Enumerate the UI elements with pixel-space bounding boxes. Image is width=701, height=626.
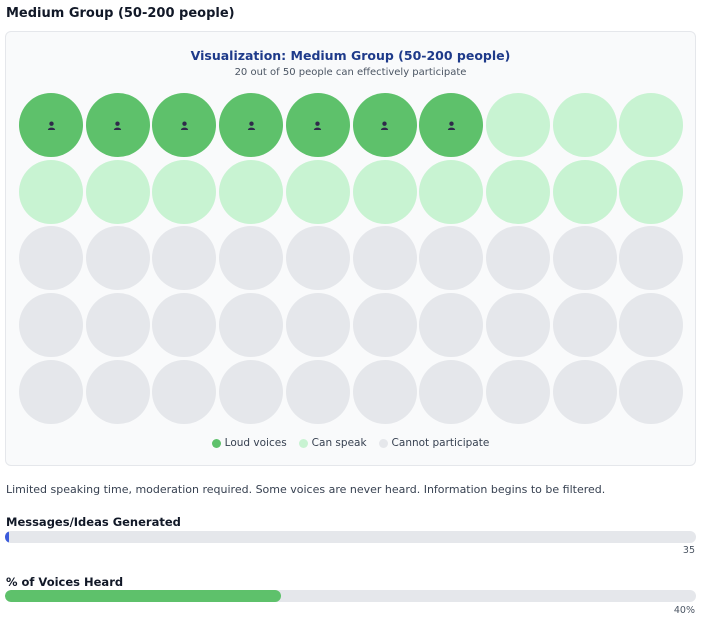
person-cannot-participate bbox=[419, 226, 484, 291]
person-icon bbox=[47, 121, 55, 130]
legend-item-cannot: Cannot participate bbox=[378, 437, 490, 449]
person-icon bbox=[447, 121, 455, 130]
progress-fill-voices bbox=[5, 590, 282, 602]
person-icon bbox=[247, 121, 255, 130]
person-can-speak bbox=[485, 159, 550, 224]
person-can-speak bbox=[152, 159, 217, 224]
person-loud-voice bbox=[352, 93, 417, 157]
person-can-speak bbox=[552, 93, 617, 157]
legend-label-loud: Loud voices bbox=[224, 437, 287, 449]
person-cannot-participate bbox=[219, 226, 284, 291]
person-cannot-participate bbox=[219, 293, 284, 358]
person-cannot-participate bbox=[352, 293, 417, 358]
person-icon bbox=[180, 121, 188, 130]
person-cannot-participate bbox=[85, 359, 150, 424]
progress-fill-messages bbox=[5, 531, 10, 543]
person-can-speak bbox=[485, 93, 550, 157]
person-cannot-participate bbox=[152, 226, 217, 291]
person-cannot-participate bbox=[285, 293, 350, 358]
person-can-speak bbox=[285, 159, 350, 224]
legend-dot-loud bbox=[211, 438, 221, 448]
person-cannot-participate bbox=[85, 226, 150, 291]
legend-label-cannot: Cannot participate bbox=[391, 437, 490, 449]
metric-value-voices: 40% bbox=[673, 605, 695, 616]
person-loud-voice bbox=[19, 93, 83, 157]
person-icon bbox=[380, 121, 389, 130]
person-loud-voice bbox=[419, 93, 484, 157]
person-cannot-participate bbox=[85, 293, 150, 358]
person-cannot-participate bbox=[352, 226, 417, 291]
legend-dot-cannot bbox=[378, 438, 388, 448]
metric-label-voices: % of Voices Heard bbox=[6, 575, 124, 589]
person-cannot-participate bbox=[152, 293, 217, 358]
person-cannot-participate bbox=[619, 359, 684, 424]
person-cannot-participate bbox=[552, 226, 617, 291]
progress-track-voices bbox=[5, 590, 696, 602]
person-cannot-participate bbox=[419, 293, 484, 358]
person-cannot-participate bbox=[619, 293, 684, 358]
page-title: Medium Group (50-200 people) bbox=[6, 6, 235, 21]
person-cannot-participate bbox=[219, 359, 284, 424]
person-cannot-participate bbox=[19, 226, 83, 291]
people-grid bbox=[19, 93, 685, 424]
person-cannot-participate bbox=[485, 359, 550, 424]
person-cannot-participate bbox=[419, 359, 484, 424]
person-cannot-participate bbox=[19, 293, 83, 358]
person-loud-voice bbox=[85, 93, 150, 157]
visualization-title: Visualization: Medium Group (50-200 peop… bbox=[190, 48, 511, 63]
person-cannot-participate bbox=[19, 359, 83, 424]
legend-dot-can-speak bbox=[298, 438, 308, 448]
person-icon bbox=[314, 121, 322, 130]
metric-value-messages: 35 bbox=[682, 545, 695, 556]
visualization-subtitle: 20 out of 50 people can effectively part… bbox=[234, 67, 467, 78]
person-can-speak bbox=[552, 159, 617, 224]
person-cannot-participate bbox=[485, 293, 550, 358]
person-cannot-participate bbox=[552, 293, 617, 358]
person-can-speak bbox=[419, 159, 484, 224]
person-loud-voice bbox=[285, 93, 350, 157]
person-loud-voice bbox=[219, 93, 284, 157]
person-can-speak bbox=[619, 159, 684, 224]
person-cannot-participate bbox=[485, 226, 550, 291]
person-can-speak bbox=[352, 159, 417, 224]
metric-label-messages: Messages/Ideas Generated bbox=[6, 515, 181, 529]
person-can-speak bbox=[19, 159, 83, 224]
legend-item-loud: Loud voices bbox=[211, 437, 287, 449]
legend-label-can-speak: Can speak bbox=[311, 437, 367, 449]
group-description: Limited speaking time, moderation requir… bbox=[6, 483, 606, 496]
person-cannot-participate bbox=[285, 359, 350, 424]
person-cannot-participate bbox=[352, 359, 417, 424]
person-can-speak bbox=[619, 93, 684, 157]
progress-track-messages bbox=[5, 531, 696, 543]
person-can-speak bbox=[85, 159, 150, 224]
person-icon bbox=[114, 121, 122, 130]
person-cannot-participate bbox=[619, 226, 684, 291]
person-can-speak bbox=[219, 159, 284, 224]
legend: Loud voices Can speak Cannot participate bbox=[6, 437, 695, 449]
person-cannot-participate bbox=[152, 359, 217, 424]
person-loud-voice bbox=[152, 93, 217, 157]
legend-item-can-speak: Can speak bbox=[298, 437, 367, 449]
person-cannot-participate bbox=[552, 359, 617, 424]
visualization-card: Visualization: Medium Group (50-200 peop… bbox=[5, 31, 696, 466]
person-cannot-participate bbox=[285, 226, 350, 291]
